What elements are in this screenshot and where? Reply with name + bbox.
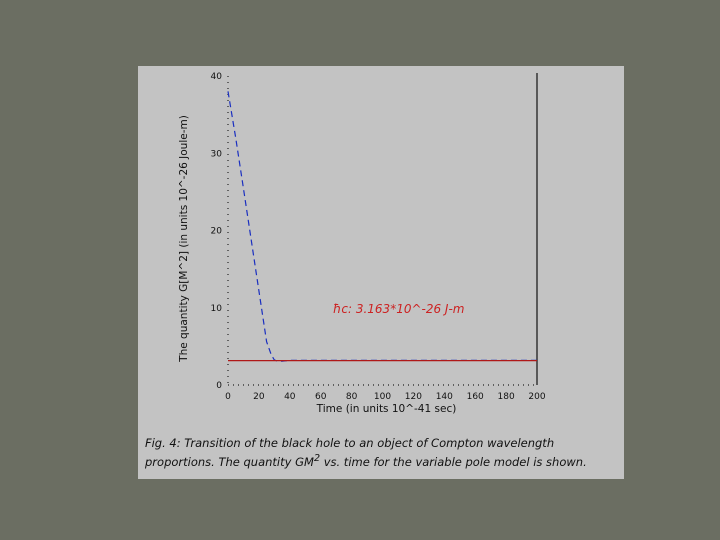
x-tick-label: 0 xyxy=(225,392,231,402)
y-tick-label: 0 xyxy=(216,381,222,391)
x-tick-label: 40 xyxy=(284,392,296,402)
y-axis-title: The quantity G[M^2] (in units 10^-26 Jou… xyxy=(178,115,190,363)
caption-line-1: Fig. 4: Transition of the black hole to … xyxy=(145,436,555,450)
caption-line-2-pre: proportions. The quantity GM xyxy=(145,454,314,469)
x-axis-title: Time (in units 10^-41 sec) xyxy=(316,403,457,415)
x-tick-label: 160 xyxy=(467,392,484,402)
x-tick-label: 140 xyxy=(436,392,453,402)
x-tick-label: 20 xyxy=(253,392,265,402)
caption-superscript: 2 xyxy=(313,453,321,464)
gm2-series-line xyxy=(227,91,537,362)
y-tick-label: 10 xyxy=(211,304,223,314)
caption-line-2-post: vs. time for the variable pole model is … xyxy=(320,454,587,469)
line-chart: 0 10 20 30 40 0 20 40 60 80 100 120 140 160 180 200 Time… xyxy=(178,72,546,415)
figure-caption: Fig. 4: Transition of the black hole to … xyxy=(145,436,620,470)
hbar-c-annotation: ħc: 3.163*10^-26 J-m xyxy=(333,302,464,316)
y-tick-label: 40 xyxy=(211,72,223,82)
x-tick-label: 100 xyxy=(374,392,391,402)
figure-panel: 0 10 20 30 40 0 20 40 60 80 100 120 140 160 180 200 Time… xyxy=(138,66,624,479)
x-tick-label: 180 xyxy=(498,392,515,402)
y-tick-label: 20 xyxy=(211,227,223,237)
x-tick-label: 120 xyxy=(405,392,422,402)
caption-line-2: proportions. The quantity GM2 vs. time f… xyxy=(145,451,620,470)
x-tick-label: 80 xyxy=(346,392,358,402)
y-tick-label: 30 xyxy=(211,149,223,159)
x-tick-label: 60 xyxy=(315,392,327,402)
x-tick-label: 200 xyxy=(528,392,545,402)
